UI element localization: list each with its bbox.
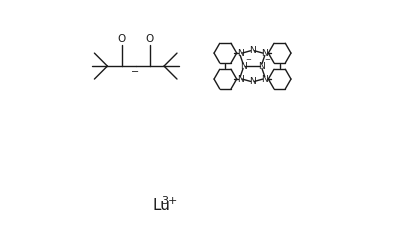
Text: O: O — [117, 34, 126, 44]
Text: Lu: Lu — [152, 198, 170, 213]
Text: N: N — [261, 49, 268, 58]
Text: N: N — [249, 77, 256, 86]
Text: −: − — [264, 57, 270, 63]
Text: 3+: 3+ — [161, 196, 178, 206]
Text: N: N — [240, 62, 247, 71]
Text: −: − — [131, 67, 139, 77]
Text: N: N — [249, 46, 256, 55]
Text: N: N — [237, 49, 244, 58]
Text: −: − — [245, 57, 251, 63]
Text: N: N — [259, 62, 265, 71]
Text: O: O — [146, 34, 154, 44]
Text: N: N — [261, 75, 268, 84]
Text: N: N — [237, 75, 244, 84]
